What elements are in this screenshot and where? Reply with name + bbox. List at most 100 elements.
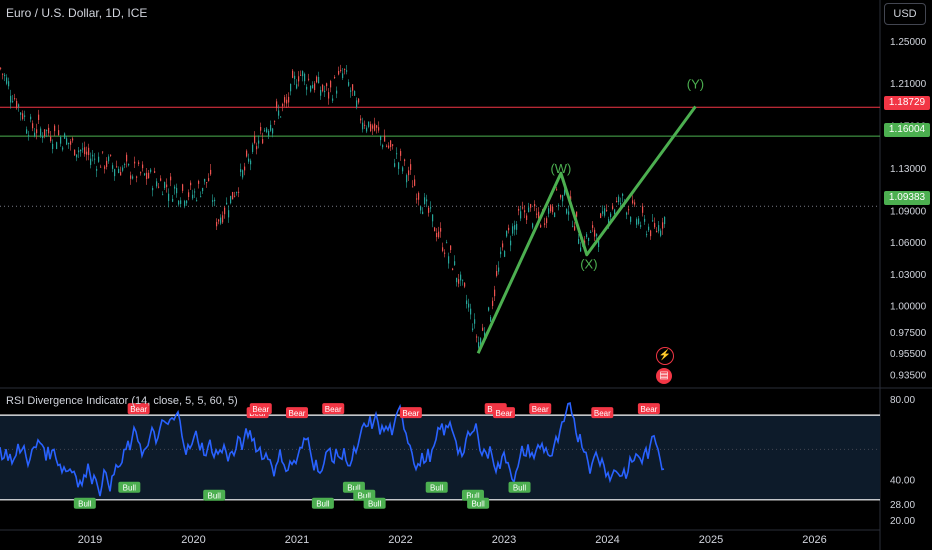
candle-body [68,142,70,145]
currency-selector[interactable]: USD [884,3,926,25]
candle-body [592,225,594,228]
candle-body [528,207,530,213]
price-tick-label: 0.97500 [890,328,927,339]
candle-body [488,307,490,311]
candle-body [310,85,312,92]
candle-body [620,202,622,205]
candle-body [274,120,276,122]
candle-body [42,136,44,139]
bull-label: Bull [471,500,485,509]
candle-body [118,168,120,174]
candle-body [568,211,570,215]
price-tag-last: 1.09383 [884,191,930,205]
wave-label: (X) [580,257,597,272]
candle-body [650,230,652,237]
candle-body [126,154,128,162]
rsi-indicator-title: RSI Divergence Indicator (14, close, 5, … [6,395,238,407]
candle-body [430,207,432,209]
bull-label-box [508,481,531,493]
candle-body [196,200,198,202]
candle-body [302,71,304,77]
candle-body [442,247,444,251]
candle-body [16,101,18,109]
candle-body [454,261,456,266]
time-tick-label: 2025 [699,534,723,546]
candle-body [662,222,664,229]
candle-body [12,101,14,103]
candle-body [588,237,590,242]
candle-body [404,159,406,162]
candle-body [622,193,624,196]
candle-body [312,85,314,89]
candle-body [510,240,512,246]
time-tick-label: 2023 [492,534,516,546]
flag-icon[interactable]: ▤ [656,368,672,384]
candle-body [60,137,62,144]
candle-body [406,175,408,183]
candle-body [174,186,176,189]
candle-body [86,151,88,155]
candle-body [180,200,182,204]
candle-body [170,176,172,181]
candle-body [184,200,186,207]
candle-body [324,90,326,93]
time-tick-label: 2020 [181,534,205,546]
candle-body [296,84,298,89]
candle-body [578,238,580,244]
candle-body [20,112,22,115]
candle-body [222,215,224,223]
candle-body [256,146,258,150]
candle-body [420,206,422,211]
candle-body [224,207,226,215]
candle-body [112,165,114,169]
candle-body [658,225,660,232]
price-tick-label: 0.93500 [890,370,927,381]
candle-body [428,207,430,213]
wave-label: (Y) [687,77,704,92]
candle-body [186,200,188,204]
candle-body [138,162,140,164]
candle-body [208,178,210,182]
price-tick-label: 1.03000 [890,270,927,281]
candle-body [464,282,466,287]
bull-label-box [311,497,334,509]
candle-body [344,68,346,70]
candle-body [230,195,232,204]
bull-label-box [363,497,386,509]
candle-body [8,81,10,87]
candle-body [628,209,630,211]
candle-body [166,184,168,188]
candle-body [456,277,458,283]
candle-body [144,173,146,176]
candle-body [308,78,310,80]
candle-body [556,189,558,191]
candle-body [164,182,166,189]
candle-body [94,158,96,160]
bear-label: Bear [640,405,657,414]
candle-body [484,332,486,338]
bull-label-box [203,489,226,501]
candle-body [136,176,138,178]
candle-body [290,83,292,92]
candle-body [102,151,104,153]
candle-body [268,130,270,136]
candle-body [532,223,534,228]
candle-body [70,141,72,145]
candle-body [540,225,542,228]
candle-body [28,135,30,137]
candle-body [88,147,90,156]
candle-body [646,234,648,236]
candle-body [514,225,516,230]
rsi-line [0,402,665,497]
lightning-icon[interactable]: ⚡ [656,347,674,365]
candle-body [228,210,230,218]
candle-body [330,81,332,88]
candle-body [162,194,164,196]
candle-body [432,214,434,222]
candle-body [276,101,278,109]
price-tick-label: 1.00000 [890,302,927,313]
candle-body [466,300,468,305]
candle-body [380,135,382,141]
candle-body [664,217,666,225]
candle-body [334,77,336,79]
